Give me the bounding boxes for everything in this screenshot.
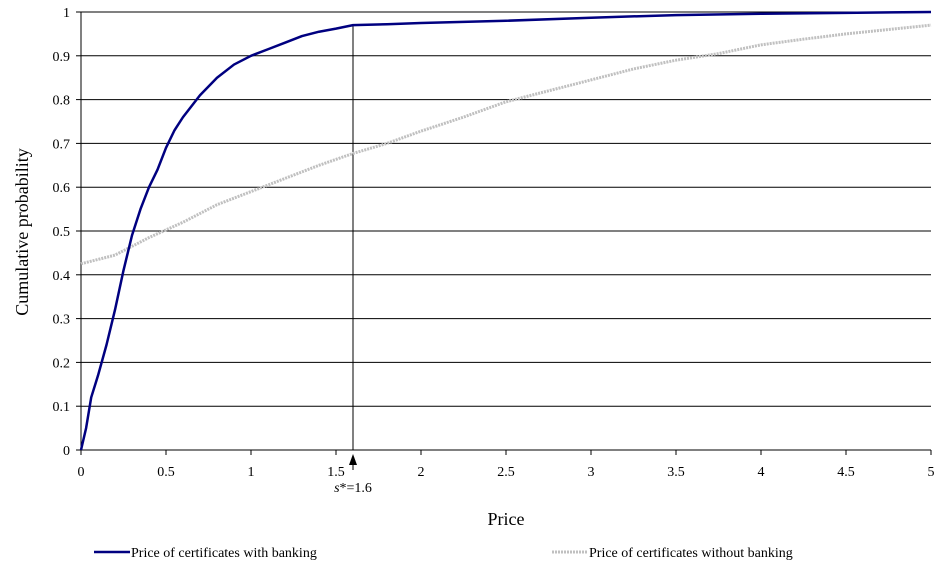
series-line-with-banking xyxy=(79,10,932,451)
legend-label-with-banking: Price of certificates with banking xyxy=(131,546,317,561)
s-star-label: s*=1.6 xyxy=(334,481,372,496)
annotation-marker: s*=1.6 xyxy=(334,25,372,496)
x-tick-label: 2.5 xyxy=(497,465,515,480)
s-star-arrow xyxy=(349,454,357,465)
y-tick-label: 0.1 xyxy=(53,400,71,415)
y-tick-label: 1 xyxy=(63,6,70,21)
x-tick-label: 1.5 xyxy=(327,465,345,480)
x-tick-label: 2 xyxy=(418,465,425,480)
tick-labels: 0 0.1 0.2 0.3 0.4 0.5 0.6 0.7 0.8 0.9 1 0 0.5 1 1.5 2 2.… xyxy=(53,6,935,480)
y-axis-title: Cumulative probability xyxy=(12,148,32,315)
s-star-symbol: s xyxy=(334,481,340,496)
x-tick-label: 3.5 xyxy=(667,465,685,480)
y-tick-label: 0.4 xyxy=(53,269,71,284)
y-tick-label: 0.6 xyxy=(53,181,71,196)
x-tick-label: 3 xyxy=(588,465,595,480)
y-tick-label: 0.2 xyxy=(53,356,71,371)
legend: Price of certificates with banking Price… xyxy=(94,546,793,561)
y-tick-label: 0.9 xyxy=(53,50,71,65)
y-tick-label: 0.8 xyxy=(53,94,71,109)
x-tick-label: 5 xyxy=(928,465,935,480)
y-tick-label: 0.7 xyxy=(53,137,71,152)
legend-label-without-banking: Price of certificates without banking xyxy=(589,546,793,561)
y-tick-label: 0.5 xyxy=(53,225,71,240)
axes xyxy=(76,11,932,455)
y-tick-label: 0 xyxy=(63,444,70,459)
y-tick-label: 0.3 xyxy=(53,313,71,328)
x-tick-label: 0.5 xyxy=(157,465,175,480)
x-tick-label: 0 xyxy=(78,465,85,480)
x-tick-label: 4.5 xyxy=(837,465,855,480)
series-lines xyxy=(79,10,932,451)
x-tick-label: 1 xyxy=(248,465,255,480)
x-axis-title: Price xyxy=(488,509,525,529)
series-line-without-banking xyxy=(80,23,932,266)
gridlines xyxy=(81,11,931,407)
s-star-value: *=1.6 xyxy=(340,481,372,496)
x-tick-label: 4 xyxy=(758,465,765,480)
